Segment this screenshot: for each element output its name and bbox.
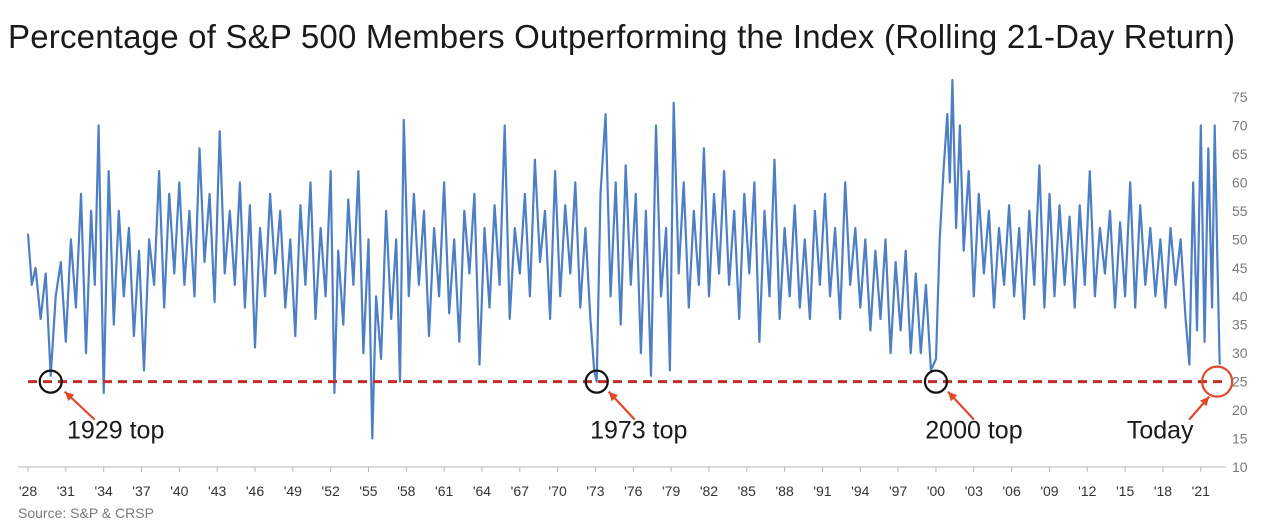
x-tick-1979: '79 [662,483,680,499]
y-axis-ticks: 75 70 65 60 55 50 45 40 35 30 25 20 15 10 [1232,89,1248,475]
x-tick-1928: '28 [19,483,37,499]
x-tick-1961: '61 [435,483,453,499]
x-tick-1958: '58 [397,483,415,499]
x-tick-1934: '34 [95,483,113,499]
chart-source: Source: S&P & CRSP [18,505,154,521]
annotation-label-2: 2000 top [925,417,1022,445]
x-tick-1967: '67 [511,483,529,499]
x-tick-1973: '73 [586,483,604,499]
annotation-circle-3 [1201,365,1234,398]
x-tick-1988: '88 [776,483,794,499]
x-tick-1970: '70 [549,483,567,499]
y-tick-15: 15 [1232,431,1248,447]
x-tick-1946: '46 [246,483,264,499]
y-tick-20: 20 [1232,402,1248,418]
x-tick-1937: '37 [132,483,150,499]
x-tick-1982: '82 [700,483,718,499]
x-tick-1943: '43 [208,483,226,499]
x-tick-1949: '49 [284,483,302,499]
x-tick-1991: '91 [813,483,831,499]
y-tick-35: 35 [1232,317,1248,333]
y-tick-65: 65 [1232,146,1248,162]
series-line-0 [26,78,1221,440]
x-tick-1985: '85 [738,483,756,499]
annotation-circle-1 [584,369,609,394]
x-tick-1994: '94 [851,483,869,499]
chart-title: Percentage of S&P 500 Members Outperform… [8,18,1236,55]
x-tick-2003: '03 [965,483,983,499]
y-tick-75: 75 [1232,89,1248,105]
x-tick-2006: '06 [1002,483,1020,499]
y-tick-10: 10 [1232,459,1248,475]
y-tick-50: 50 [1232,231,1248,247]
annotation-arrowhead-3 [1199,396,1210,407]
annotation-label-0: 1929 top [67,417,164,445]
annotation-arrowhead-1 [608,391,619,402]
x-tick-1931: '31 [57,483,75,499]
annotations-group: 1929 top 1973 top 2000 top Today [38,365,1234,445]
y-tick-60: 60 [1232,174,1248,190]
annotation-circle-0 [38,369,63,394]
x-tick-2021: '21 [1192,483,1210,499]
x-tick-2009: '09 [1040,483,1058,499]
annotation-arrowhead-2 [947,391,958,402]
x-tick-1955: '55 [359,483,377,499]
x-tick-2018: '18 [1154,483,1172,499]
x-axis-ticks: '28 '31 '34 '37 '40 '43 '46 '49 '52 '55 '58 '61 '64 '… [18,466,1226,499]
series-group [26,78,1221,440]
x-tick-2000: '00 [927,483,945,499]
x-tick-1964: '64 [473,483,491,499]
y-tick-40: 40 [1232,288,1248,304]
annotation-label-1: 1973 top [590,417,687,445]
x-tick-1997: '97 [889,483,907,499]
y-tick-70: 70 [1232,118,1248,134]
y-tick-55: 55 [1232,203,1248,219]
annotation-arrowhead-0 [64,391,75,401]
annotation-label-3: Today [1127,417,1194,445]
x-tick-1976: '76 [624,483,642,499]
x-tick-1952: '52 [322,483,340,499]
annotation-circle-2 [923,369,949,394]
y-tick-25: 25 [1232,374,1248,390]
y-tick-45: 45 [1232,260,1248,276]
x-tick-2012: '12 [1078,483,1096,499]
x-tick-2015: '15 [1116,483,1134,499]
y-tick-30: 30 [1232,345,1248,361]
x-tick-1940: '40 [170,483,188,499]
